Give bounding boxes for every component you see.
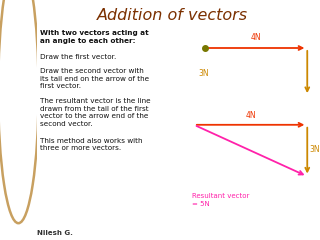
- Text: Nilesh G.: Nilesh G.: [37, 230, 73, 236]
- Text: Draw the second vector with
its tail end on the arrow of the
first vector.: Draw the second vector with its tail end…: [40, 68, 149, 90]
- Text: With two vectors acting at
an angle to each other:: With two vectors acting at an angle to e…: [40, 30, 148, 43]
- Text: 4N: 4N: [251, 33, 261, 42]
- Text: The resultant vector is the line
drawn from the tail of the first
vector to the : The resultant vector is the line drawn f…: [40, 98, 150, 127]
- Text: 3N: 3N: [309, 145, 320, 155]
- Text: This method also works with
three or more vectors.: This method also works with three or mor…: [40, 138, 142, 151]
- Text: 4N: 4N: [245, 110, 256, 120]
- Text: Resultant vector
= 5N: Resultant vector = 5N: [192, 193, 249, 207]
- Text: Draw the first vector.: Draw the first vector.: [40, 54, 116, 60]
- Text: 3N: 3N: [199, 69, 209, 78]
- Text: Addition of vectors: Addition of vectors: [97, 8, 248, 24]
